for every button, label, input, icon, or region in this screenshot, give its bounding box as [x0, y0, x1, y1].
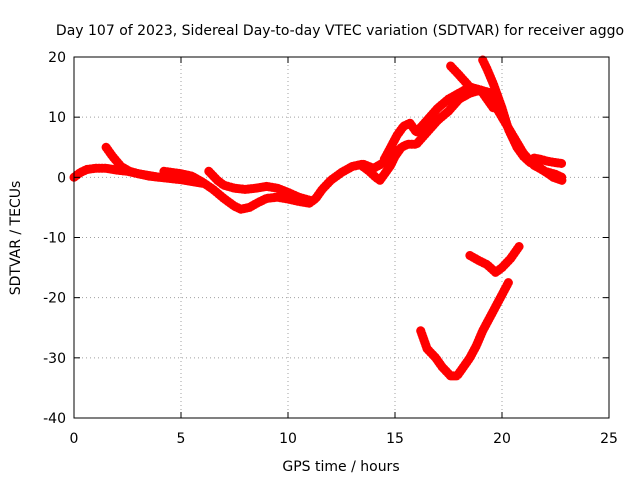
chart-title: Day 107 of 2023, Sidereal Day-to-day VTE…	[56, 23, 624, 39]
series-texture-9	[529, 153, 567, 168]
grid-lines	[74, 57, 609, 418]
y-tick-label: 20	[48, 50, 66, 66]
y-tick-label: -30	[43, 351, 66, 367]
x-tick-label: 5	[177, 431, 186, 447]
y-tick-label: 10	[48, 110, 66, 126]
y-tick-label: -10	[43, 231, 66, 247]
x-axis-label: GPS time / hours	[282, 459, 399, 475]
series-texture-5	[358, 85, 503, 185]
series-texture-10	[416, 278, 513, 381]
y-tick-label: -20	[43, 291, 66, 307]
data-series	[69, 55, 567, 381]
series-texture-11	[465, 242, 524, 277]
y-axis-label: SDTVAR / TECUs	[8, 181, 24, 296]
y-tick-label: 0	[57, 170, 66, 186]
axis-ticks: 0 5 10 15 20 25 -40 -30 -20 -10 0 10 20	[43, 50, 618, 447]
y-tick-label: -40	[43, 411, 66, 427]
x-tick-label: 0	[70, 431, 79, 447]
series-texture-2	[101, 142, 207, 188]
series-texture-4	[204, 166, 314, 205]
x-tick-label: 10	[279, 431, 297, 447]
x-tick-label: 20	[493, 431, 511, 447]
x-tick-label: 25	[600, 431, 618, 447]
series-texture-8	[478, 55, 567, 185]
x-tick-label: 15	[386, 431, 404, 447]
series-texture-3	[159, 145, 400, 214]
